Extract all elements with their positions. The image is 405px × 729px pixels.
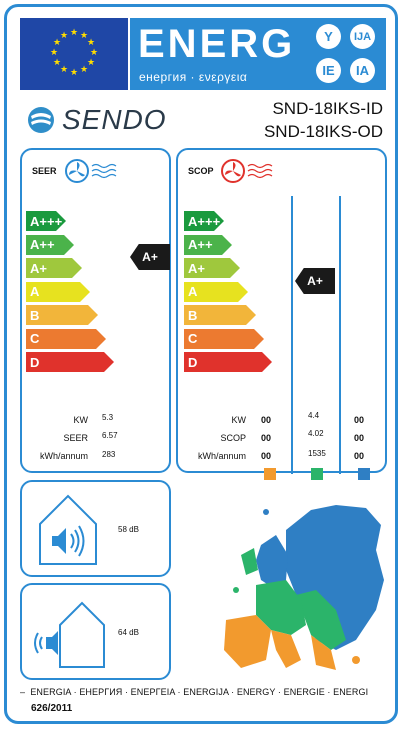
scop-scale-bar: A	[184, 281, 248, 302]
cooling-fan-icon	[65, 159, 117, 183]
seer-scale-label: A++	[30, 237, 55, 252]
scop-scale-bar: A+++	[184, 211, 224, 231]
scop-kwh-label: kWh/annum	[197, 451, 246, 461]
model-outdoor: SND-18IKS-OD	[263, 122, 383, 141]
svg-text:★: ★	[53, 38, 61, 48]
scop-scop-label: SCOP	[220, 433, 246, 443]
label-header: ★ ★ ★ ★ ★ ★ ★ ★ ★ ★ ★ ★ ENERG енергия · ενεργεια…	[20, 18, 386, 90]
scop-scale-bar: B	[184, 305, 256, 325]
scop-scale-label: D	[188, 354, 198, 370]
svg-text:★: ★	[80, 31, 88, 41]
seer-scale-label: A+++	[30, 213, 63, 229]
svg-text:★: ★	[87, 58, 95, 68]
seer-scale-bar: D	[26, 352, 114, 372]
indoor-noise-panel: 58 dB	[20, 480, 171, 577]
indoor-noise-icon	[39, 494, 97, 565]
energy-subtitle: енергия · ενεργεια	[139, 70, 248, 84]
language-badge: Y	[316, 24, 341, 49]
indoor-noise-value: 58 dB	[118, 525, 139, 534]
footer-languages: – ENERGIA · ЕНЕРГИЯ · ΕΝΕΡΓΕΙΑ · ENERGIJ…	[20, 687, 369, 697]
svg-text:★: ★	[60, 31, 68, 41]
average-zone-swatch	[311, 468, 323, 480]
seer-kwh-value: 283	[102, 450, 116, 459]
eu-flag: ★ ★ ★ ★ ★ ★ ★ ★ ★ ★ ★ ★	[20, 18, 128, 90]
brand-name: SENDO	[62, 104, 167, 135]
energy-band: ENERG енергия · ενεργεια Y IJA IE IA	[130, 18, 386, 90]
seer-rating-arrow: A+	[130, 244, 170, 270]
seer-scale-bar: A	[26, 281, 90, 302]
language-badge: IJA	[350, 24, 375, 49]
outdoor-noise-icon	[34, 601, 105, 668]
seer-panel: SEER A+++ A++ A+ A B C D A+ KW SEER kWh/annum …	[20, 148, 171, 473]
seer-seer-value: 6.57	[102, 431, 118, 440]
seer-scale-bar: B	[26, 305, 98, 325]
scop-kw-label: KW	[231, 415, 247, 425]
seer-scale-bar: A+++	[26, 211, 66, 231]
energy-word: ENERG	[138, 22, 296, 66]
svg-text:★: ★	[90, 48, 98, 58]
europe-climate-map	[224, 505, 384, 670]
seer-scale-label: A+	[30, 260, 47, 276]
scop-warmer-kwh: 00	[261, 451, 272, 461]
scop-warmer-kw: 00	[261, 415, 272, 425]
scop-average-kwh: 1535	[308, 449, 326, 458]
svg-text:★: ★	[70, 68, 78, 78]
brand-mark-icon	[28, 107, 54, 133]
seer-scale-bar: C	[26, 328, 106, 349]
scop-column-divider	[339, 196, 341, 474]
scop-warmer-scop: 00	[261, 433, 272, 443]
scop-scale-bar: D	[184, 352, 272, 372]
seer-kw-value: 5.3	[102, 413, 114, 422]
seer-scale-label: A	[30, 284, 40, 299]
scop-rating-arrow: A+	[295, 268, 335, 294]
brand-logo: SENDO	[26, 104, 167, 136]
regulation-number: 626/2011	[31, 703, 73, 714]
scop-scale-label: A	[188, 284, 198, 299]
svg-text:★: ★	[60, 65, 68, 75]
scop-title: SCOP	[188, 166, 214, 176]
language-badge: IE	[316, 58, 341, 83]
outdoor-noise-value: 64 dB	[118, 628, 139, 637]
colder-zone-swatch	[358, 468, 370, 480]
seer-title: SEER	[32, 166, 57, 176]
scop-scale-bar: A+	[184, 258, 240, 278]
scop-average-kw: 4.4	[308, 411, 320, 420]
svg-text:★: ★	[70, 28, 78, 38]
warmer-zone-swatch	[264, 468, 276, 480]
svg-text:★: ★	[53, 58, 61, 68]
scop-colder-scop: 00	[354, 433, 365, 443]
scop-colder-kw: 00	[354, 415, 365, 425]
language-badge: IA	[350, 58, 375, 83]
scop-column-divider	[291, 196, 293, 474]
scop-scale-label: C	[188, 331, 198, 346]
seer-scale-bar: A+	[26, 258, 82, 278]
scop-average-scop: 4.02	[308, 429, 324, 438]
heating-fan-icon	[221, 159, 273, 183]
seer-kw-label: KW	[73, 415, 89, 425]
model-indoor: SND-18IKS-ID	[272, 99, 383, 118]
seer-scale-bar: A++	[26, 234, 74, 255]
seer-scale-label: B	[30, 307, 40, 323]
scop-scale-label: A+++	[188, 213, 221, 229]
seer-scale-label: D	[30, 354, 40, 370]
scop-colder-kwh: 00	[354, 451, 365, 461]
svg-text:★: ★	[80, 65, 88, 75]
scop-panel: SCOP A+++ A++ A+ A B C D A+ KW SCOP kWh/annum …	[176, 148, 387, 480]
svg-text:★: ★	[87, 38, 95, 48]
scop-scale-label: B	[188, 307, 198, 323]
scop-scale-bar: A++	[184, 234, 232, 255]
seer-kwh-label: kWh/annum	[39, 451, 88, 461]
scop-scale-label: A++	[188, 237, 213, 252]
svg-text:★: ★	[50, 48, 58, 58]
scop-scale-label: A+	[188, 260, 205, 276]
seer-seer-label: SEER	[63, 433, 88, 443]
outdoor-noise-panel: 64 dB	[20, 583, 171, 680]
scop-scale-bar: C	[184, 328, 264, 349]
seer-scale-label: C	[30, 331, 40, 346]
